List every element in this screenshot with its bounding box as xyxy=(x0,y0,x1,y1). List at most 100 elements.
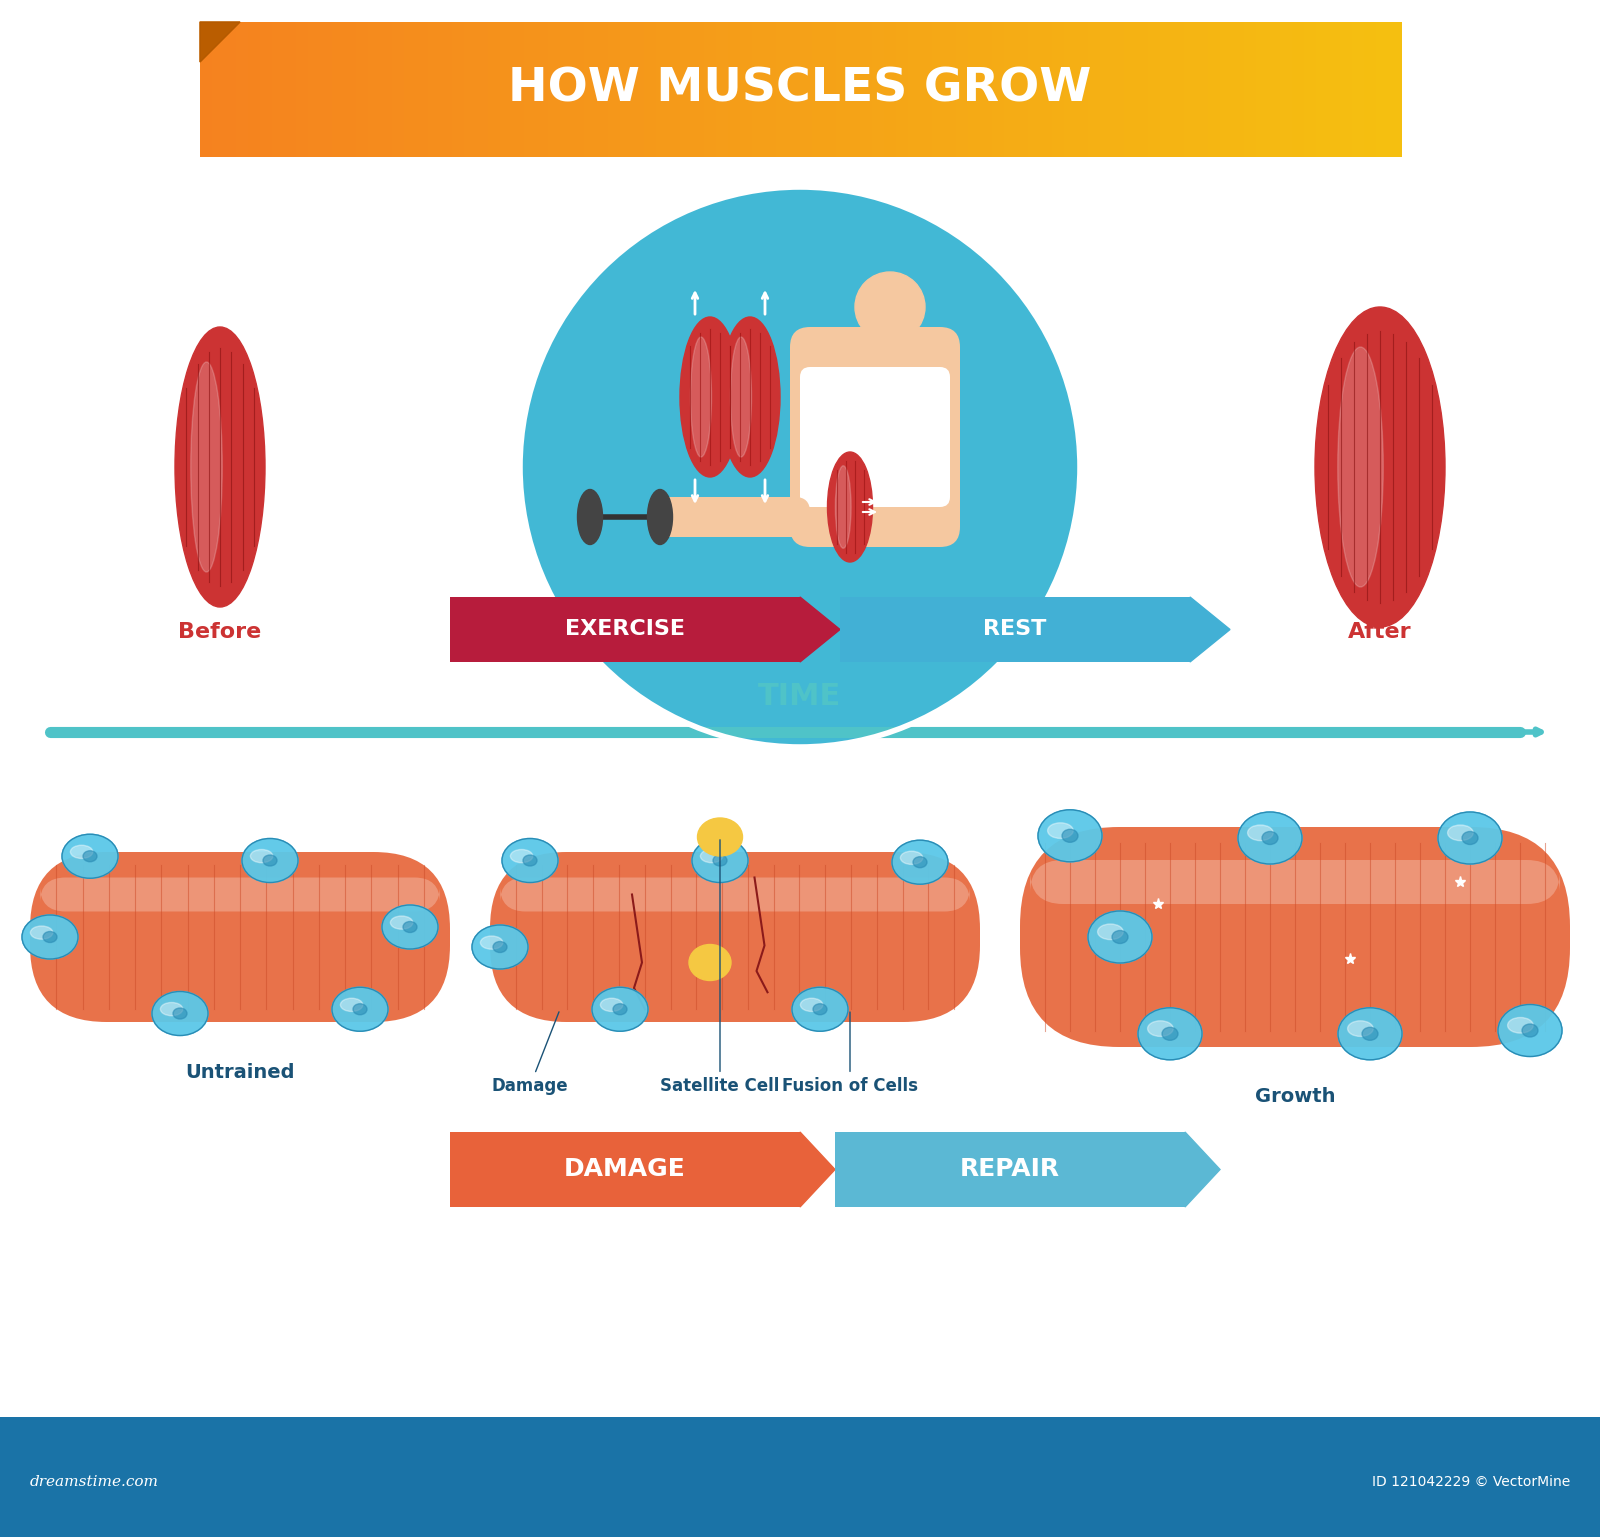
Ellipse shape xyxy=(1112,930,1128,944)
Text: Untrained: Untrained xyxy=(186,1062,294,1082)
Bar xyxy=(717,22,730,157)
Ellipse shape xyxy=(835,466,851,549)
Bar xyxy=(944,22,958,157)
FancyBboxPatch shape xyxy=(1256,22,1282,157)
Ellipse shape xyxy=(1438,812,1502,864)
FancyBboxPatch shape xyxy=(416,22,442,157)
Ellipse shape xyxy=(1315,307,1445,627)
Ellipse shape xyxy=(152,991,208,1036)
FancyBboxPatch shape xyxy=(650,496,810,536)
Ellipse shape xyxy=(1522,1024,1538,1037)
Bar xyxy=(440,22,454,157)
Ellipse shape xyxy=(382,905,438,948)
Ellipse shape xyxy=(43,931,58,942)
Bar xyxy=(872,22,886,157)
FancyBboxPatch shape xyxy=(1030,861,1560,904)
Bar xyxy=(669,22,682,157)
Bar xyxy=(765,22,778,157)
Bar xyxy=(1328,22,1342,157)
Ellipse shape xyxy=(1347,1021,1373,1036)
Ellipse shape xyxy=(22,915,78,959)
Text: Fusion of Cells: Fusion of Cells xyxy=(782,1011,918,1094)
Bar xyxy=(1171,22,1186,157)
Text: Before: Before xyxy=(178,622,262,642)
FancyBboxPatch shape xyxy=(512,22,538,157)
Text: EXERCISE: EXERCISE xyxy=(565,619,685,639)
Ellipse shape xyxy=(70,845,93,859)
FancyBboxPatch shape xyxy=(800,367,950,507)
Bar xyxy=(1149,22,1162,157)
FancyBboxPatch shape xyxy=(200,22,226,157)
Text: TIME: TIME xyxy=(758,682,842,712)
Text: Satellite Cell: Satellite Cell xyxy=(661,839,779,1094)
Bar xyxy=(632,22,646,157)
Ellipse shape xyxy=(648,489,672,544)
Polygon shape xyxy=(800,1131,835,1207)
Bar xyxy=(787,22,802,157)
Ellipse shape xyxy=(1498,1005,1562,1056)
Ellipse shape xyxy=(600,998,622,1011)
FancyBboxPatch shape xyxy=(704,22,730,157)
Bar xyxy=(800,22,814,157)
Ellipse shape xyxy=(714,855,726,865)
FancyBboxPatch shape xyxy=(344,22,370,157)
Bar xyxy=(320,22,334,157)
FancyBboxPatch shape xyxy=(840,596,1190,662)
Bar xyxy=(691,22,706,157)
Bar xyxy=(451,22,466,157)
Ellipse shape xyxy=(502,839,558,882)
Ellipse shape xyxy=(691,337,712,456)
Bar xyxy=(392,22,406,157)
Bar xyxy=(909,22,922,157)
FancyBboxPatch shape xyxy=(776,22,802,157)
Ellipse shape xyxy=(510,850,533,862)
Ellipse shape xyxy=(690,945,731,981)
FancyBboxPatch shape xyxy=(1280,22,1306,157)
Bar xyxy=(296,22,310,157)
Bar xyxy=(1112,22,1126,157)
Ellipse shape xyxy=(1048,822,1074,838)
FancyBboxPatch shape xyxy=(680,22,706,157)
Bar xyxy=(848,22,862,157)
Bar xyxy=(957,22,970,157)
Ellipse shape xyxy=(1062,830,1078,842)
Bar xyxy=(1208,22,1222,157)
Bar xyxy=(1040,22,1054,157)
Bar xyxy=(477,22,490,157)
Bar xyxy=(776,22,790,157)
Ellipse shape xyxy=(1448,825,1474,841)
Circle shape xyxy=(854,272,925,343)
Bar xyxy=(728,22,742,157)
Bar xyxy=(285,22,298,157)
Bar xyxy=(536,22,550,157)
Bar xyxy=(259,22,274,157)
Bar xyxy=(573,22,586,157)
FancyBboxPatch shape xyxy=(1328,22,1354,157)
Bar xyxy=(1221,22,1234,157)
Bar xyxy=(1064,22,1078,157)
Bar xyxy=(1232,22,1246,157)
Bar xyxy=(835,22,850,157)
Bar xyxy=(752,22,766,157)
Bar xyxy=(595,22,610,157)
Ellipse shape xyxy=(792,987,848,1031)
FancyBboxPatch shape xyxy=(536,22,562,157)
FancyBboxPatch shape xyxy=(608,22,634,157)
Bar xyxy=(499,22,514,157)
Bar xyxy=(1339,22,1354,157)
FancyBboxPatch shape xyxy=(920,22,946,157)
FancyBboxPatch shape xyxy=(1376,22,1402,157)
Bar xyxy=(584,22,598,157)
Bar xyxy=(1352,22,1366,157)
Ellipse shape xyxy=(720,317,781,476)
Ellipse shape xyxy=(251,850,272,862)
Text: HOW MUSCLES GROW: HOW MUSCLES GROW xyxy=(509,68,1091,112)
Bar xyxy=(619,22,634,157)
Ellipse shape xyxy=(901,851,923,864)
Bar xyxy=(1256,22,1270,157)
Ellipse shape xyxy=(592,987,648,1031)
FancyBboxPatch shape xyxy=(560,22,586,157)
Ellipse shape xyxy=(1338,347,1384,587)
FancyBboxPatch shape xyxy=(1040,22,1066,157)
Bar xyxy=(416,22,430,157)
